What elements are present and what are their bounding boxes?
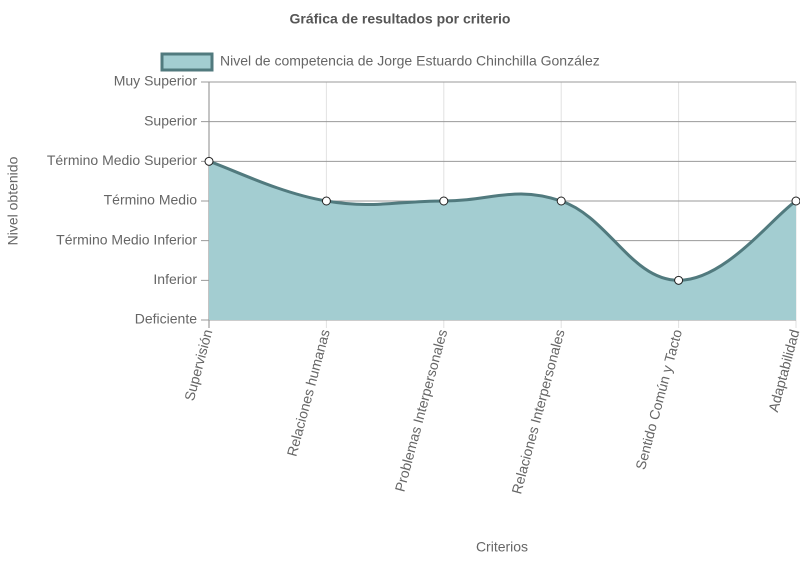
- y-axis-title: Nivel obtenido: [5, 156, 21, 245]
- y-tick-label: Superior: [144, 112, 197, 128]
- point: [204, 156, 214, 166]
- chart-title: Gráfica de resultados por criterio: [290, 11, 511, 27]
- area: [209, 161, 796, 320]
- y-tick-label: Término Medio Inferior: [56, 231, 197, 247]
- point: [791, 196, 800, 206]
- y-tick-label: Muy Superior: [114, 73, 198, 89]
- point: [674, 275, 684, 285]
- x-tick-label: Relaciones humanas: [284, 328, 333, 458]
- x-tick-label: Relaciones Interpersonales: [508, 328, 567, 496]
- legend-swatch: [160, 52, 214, 72]
- y-tick-label: Término Medio Superior: [47, 152, 198, 168]
- y-tick-label: Deficiente: [135, 311, 197, 327]
- x-axis-title: Criterios: [476, 539, 528, 555]
- legend-label: Nivel de competencia de Jorge Estuardo C…: [220, 53, 600, 69]
- y-tick-label: Inferior: [153, 271, 197, 287]
- x-tick-label: Adaptabilidad: [765, 328, 800, 414]
- line: [208, 159, 797, 282]
- y-tick-label: Término Medio: [104, 192, 198, 208]
- point: [556, 196, 566, 206]
- x-tick-label: Sentido Común y Tacto: [632, 327, 685, 471]
- x-tick-label: Problemas Interpersonales: [392, 328, 451, 494]
- point: [321, 196, 331, 206]
- x-tick-label: Supervisión: [181, 328, 215, 403]
- point: [439, 196, 449, 206]
